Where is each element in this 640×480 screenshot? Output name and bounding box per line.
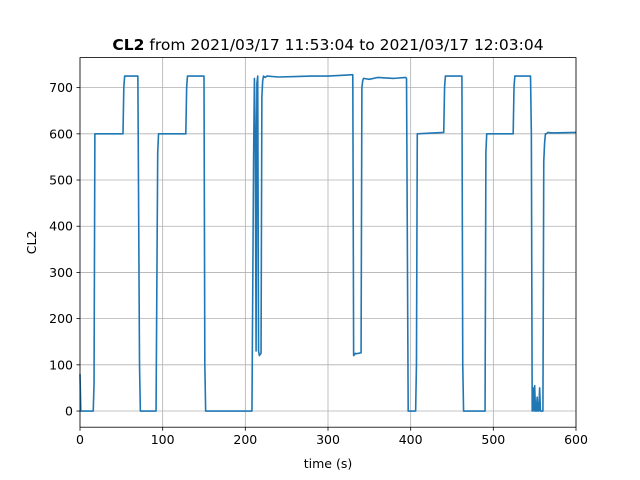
- y-tick-label: 700: [49, 80, 73, 95]
- chart-title-bold: CL2: [112, 36, 144, 54]
- x-tick-label: 400: [399, 432, 423, 447]
- axis-ticks: 0 100 200 300 400 500 600 0 100 200 300 400 500 600 70…: [49, 80, 588, 447]
- y-tick-label: 200: [49, 311, 73, 326]
- y-axis-label: CL2: [24, 231, 39, 255]
- chart-title: CL2 from 2021/03/17 11:53:04 to 2021/03/…: [112, 36, 543, 54]
- y-tick-label: 400: [49, 219, 73, 234]
- y-tick-label: 300: [49, 265, 73, 280]
- series-layer: [79, 73, 577, 412]
- y-tick-label: 100: [49, 357, 73, 372]
- x-tick-label: 500: [481, 432, 505, 447]
- x-tick-label: 600: [564, 432, 588, 447]
- x-axis-label: time (s): [304, 456, 352, 471]
- y-tick-label: 0: [65, 404, 73, 419]
- x-tick-label: 100: [151, 432, 175, 447]
- x-tick-label: 0: [76, 432, 84, 447]
- x-tick-label: 300: [316, 432, 340, 447]
- chart-title-rest: from 2021/03/17 11:53:04 to 2021/03/17 1…: [144, 36, 543, 54]
- grid-lines: [79, 57, 577, 428]
- x-tick-label: 200: [233, 432, 257, 447]
- series-line: [79, 73, 577, 412]
- y-tick-label: 600: [49, 126, 73, 141]
- y-tick-label: 500: [49, 173, 73, 188]
